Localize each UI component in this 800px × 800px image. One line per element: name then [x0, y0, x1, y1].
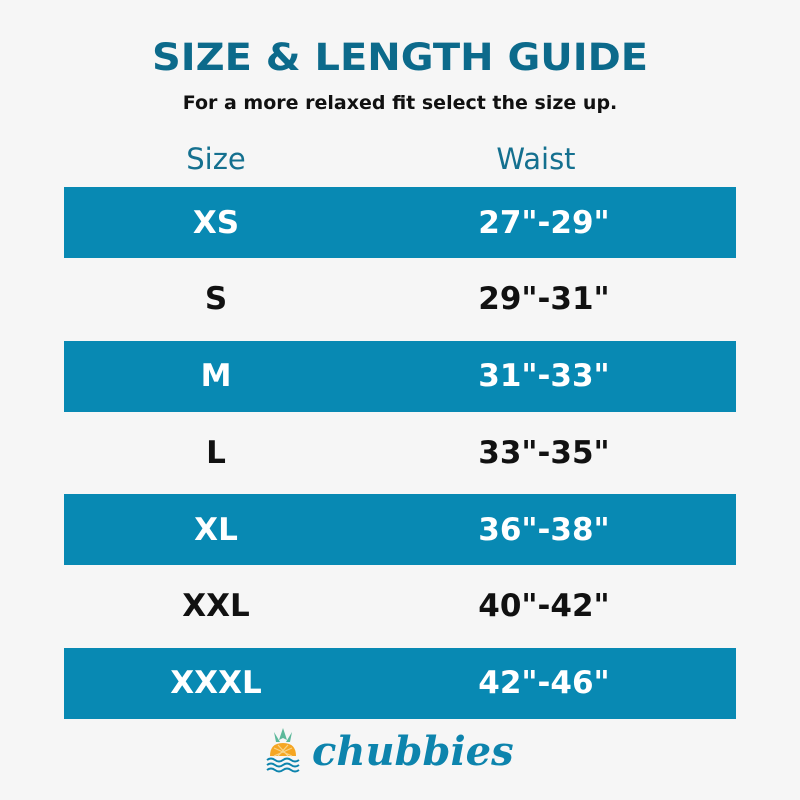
- brand-name: chubbies: [312, 727, 514, 775]
- size-cell: XXL: [182, 588, 250, 625]
- size-cell: XXXL: [170, 665, 262, 702]
- page-title: SIZE & LENGTH GUIDE: [151, 36, 649, 79]
- table-row: XXL 40"-42": [64, 571, 736, 642]
- waist-cell: 42"-46": [478, 665, 610, 702]
- size-cell: S: [204, 281, 228, 318]
- waist-cell: 33"-35": [478, 434, 610, 471]
- waist-cell: 36"-38": [478, 511, 610, 548]
- table-row: L 33"-35": [64, 417, 736, 488]
- size-cell: XL: [194, 511, 238, 548]
- table-row: M 31"-33": [64, 340, 736, 412]
- table-row: S 29"-31": [64, 264, 736, 335]
- table-row: XS 27"-29": [64, 187, 736, 258]
- waist-cell: 31"-33": [478, 358, 610, 395]
- waist-column-header: Waist: [496, 142, 576, 176]
- pineapple-waves-icon: [266, 728, 300, 773]
- size-cell: M: [200, 358, 232, 395]
- brand-logo: chubbies: [264, 726, 514, 776]
- table-row: XXXL 42"-46": [64, 647, 736, 719]
- size-cell: XS: [192, 204, 240, 241]
- size-cell: L: [206, 434, 226, 471]
- size-column-header: Size: [186, 142, 246, 176]
- size-table: XS 27"-29" S 29"-31" M 31"-33" L 33"-35" XL 3…: [64, 187, 736, 725]
- waist-cell: 27"-29": [478, 204, 610, 241]
- table-row: XL 36"-38": [64, 494, 736, 566]
- subtitle: For a more relaxed fit select the size u…: [182, 92, 618, 114]
- waist-cell: 29"-31": [478, 281, 610, 318]
- waist-cell: 40"-42": [478, 588, 610, 625]
